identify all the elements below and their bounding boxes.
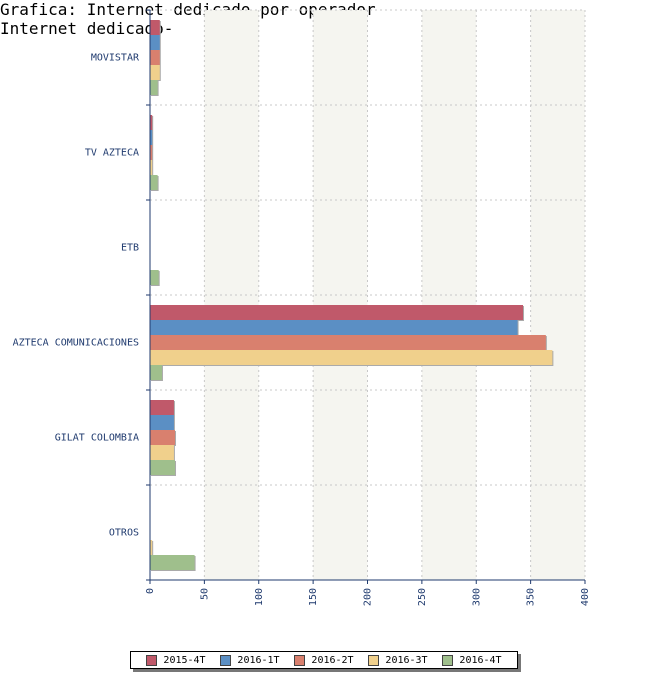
legend-item: 2016-4T — [442, 654, 502, 666]
legend-label: 2016-2T — [311, 654, 354, 666]
bar — [150, 445, 174, 460]
bar — [150, 400, 174, 415]
x-tick-label: 50 — [199, 588, 210, 600]
bar — [150, 160, 153, 175]
bar — [150, 175, 158, 190]
x-tick-label: 300 — [471, 588, 482, 606]
x-tick-label: 100 — [254, 588, 265, 606]
legend-item: 2015-4T — [146, 654, 206, 666]
chart-area: MOVISTAR TV AZTECA ETB AZTECA COMUNICACIONE… — [13, 9, 591, 606]
legend-swatch — [294, 654, 306, 666]
legend-swatch — [368, 654, 380, 666]
legend-item: 2016-2T — [294, 654, 354, 666]
bar — [150, 430, 176, 445]
legend-swatch — [146, 654, 158, 666]
bar — [150, 145, 153, 160]
legend-swatch — [220, 654, 232, 666]
bar — [150, 35, 160, 50]
x-tick-label: 400 — [580, 588, 591, 606]
x-tick-labels: 0 50 100 150 200 250 300 350 400 — [145, 588, 591, 606]
legend-label: 2016-4T — [459, 654, 502, 666]
bar — [150, 80, 158, 95]
bar — [150, 365, 162, 380]
caption-line-2: Internet dedicado- — [0, 19, 174, 38]
bar — [150, 335, 546, 350]
category-label: MOVISTAR — [91, 53, 140, 64]
bar — [150, 350, 553, 365]
bar — [150, 65, 160, 80]
bar — [150, 270, 159, 285]
category-label: AZTECA COMUNICACIONES — [13, 338, 139, 349]
legend-swatch — [442, 654, 454, 666]
axes — [146, 9, 586, 584]
bars — [150, 20, 554, 571]
bar — [150, 115, 153, 130]
category-label: OTROS — [109, 528, 139, 539]
bar — [150, 305, 524, 320]
category-label: TV AZTECA — [85, 148, 139, 159]
bar — [150, 130, 153, 145]
caption-line-1: Grafica: Internet dedicado por operador — [0, 0, 376, 19]
bar — [150, 20, 160, 35]
x-tick-label: 0 — [145, 588, 156, 594]
category-label: ETB — [121, 243, 139, 254]
bar — [150, 415, 174, 430]
bar — [150, 540, 153, 555]
bar — [150, 320, 518, 335]
bar — [150, 460, 176, 475]
category-labels: MOVISTAR TV AZTECA ETB AZTECA COMUNICACIONE… — [13, 53, 140, 539]
x-tick-label: 150 — [308, 588, 319, 606]
bar — [150, 555, 195, 570]
x-tick-label: 200 — [363, 588, 374, 606]
legend-item: 2016-1T — [220, 654, 280, 666]
x-tick-label: 350 — [526, 588, 537, 606]
grid-lines — [150, 9, 586, 581]
category-label: GILAT COLOMBIA — [55, 433, 139, 444]
legend-label: 2015-4T — [163, 654, 206, 666]
legend-item: 2016-3T — [368, 654, 428, 666]
legend-label: 2016-3T — [385, 654, 428, 666]
legend-label: 2016-1T — [237, 654, 280, 666]
legend: 2015-4T 2016-1T 2016-2T 2016-3T 2016-4T — [130, 651, 518, 669]
bar — [150, 50, 160, 65]
x-tick-label: 250 — [417, 588, 428, 606]
